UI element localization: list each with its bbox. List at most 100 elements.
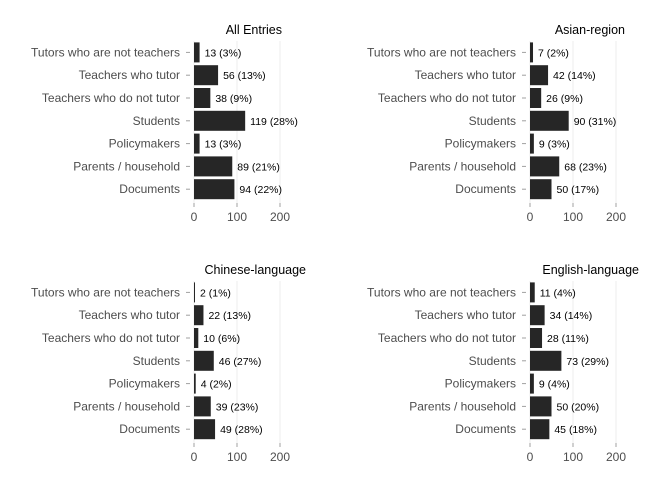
category-label: Teachers who tutor: [415, 308, 516, 322]
data-label: 26 (9%): [546, 93, 583, 105]
data-label: 46 (27%): [219, 356, 262, 368]
bar: [194, 42, 200, 63]
category-label: Teachers who tutor: [415, 68, 516, 82]
category-label: Parents / household: [73, 399, 180, 413]
category-label: Tutors who are not teachers: [367, 45, 516, 59]
bar: [530, 65, 549, 86]
data-label: 11 (4%): [540, 287, 576, 299]
category-label: Students: [469, 114, 516, 128]
bar: [530, 305, 545, 326]
panel-2: Chinese-language Tutors who are not teach…: [31, 263, 306, 464]
data-label: 50 (20%): [557, 401, 600, 413]
category-label: Policymakers: [109, 137, 180, 151]
data-label: 38 (9%): [215, 93, 252, 105]
data-label: 2 (1%): [200, 287, 231, 299]
bar: [194, 88, 211, 108]
data-label: 119 (28%): [250, 116, 298, 128]
data-label: 9 (4%): [539, 379, 570, 391]
x-tick-label: 200: [270, 450, 290, 464]
category-label: Documents: [119, 422, 180, 436]
data-label: 73 (29%): [566, 356, 609, 368]
bar: [194, 373, 196, 394]
bar: [530, 110, 569, 131]
bar: [530, 133, 534, 154]
x-tick-label: 0: [527, 210, 534, 224]
bar: [530, 419, 550, 440]
data-label: 7 (2%): [538, 47, 569, 59]
data-label: 68 (23%): [564, 161, 607, 173]
category-label: Students: [133, 114, 180, 128]
bar: [194, 350, 214, 371]
category-label: Teachers who do not tutor: [42, 91, 180, 105]
bar: [530, 88, 542, 108]
x-tick-label: 0: [191, 450, 198, 464]
category-label: Tutors who are not teachers: [31, 45, 180, 59]
panel-title: Chinese-language: [205, 263, 307, 277]
bar: [194, 328, 199, 348]
bar: [194, 65, 219, 86]
data-label: 9 (3%): [539, 139, 570, 151]
bar: [530, 396, 552, 417]
x-tick-label: 200: [606, 450, 626, 464]
bar: [194, 133, 200, 154]
x-tick-label: 0: [527, 450, 534, 464]
bar: [194, 419, 216, 440]
bar: [530, 42, 534, 63]
x-tick-label: 200: [270, 210, 290, 224]
x-tick-label: 0: [191, 210, 198, 224]
x-tick-label: 100: [563, 450, 583, 464]
bar: [530, 350, 562, 371]
bar: [194, 305, 204, 326]
data-label: 10 (6%): [203, 333, 240, 345]
panel-3: English-language Tutors who are not teach…: [367, 263, 639, 464]
category-label: Parents / household: [73, 159, 180, 173]
category-label: Policymakers: [109, 377, 180, 391]
bar: [530, 373, 534, 394]
panel-title: All Entries: [226, 23, 282, 37]
data-label: 56 (13%): [223, 70, 266, 82]
data-label: 28 (11%): [547, 333, 589, 345]
data-label: 42 (14%): [553, 70, 596, 82]
bar: [194, 110, 246, 131]
panel-0: All Entries Tutors who are not teachers 13…: [31, 23, 298, 224]
category-label: Tutors who are not teachers: [367, 285, 516, 299]
data-label: 22 (13%): [208, 310, 251, 322]
category-label: Students: [469, 354, 516, 368]
data-label: 39 (23%): [216, 401, 259, 413]
bar: [194, 156, 233, 177]
category-label: Parents / household: [409, 159, 516, 173]
category-label: Documents: [119, 182, 180, 196]
bar: [530, 328, 543, 348]
category-label: Parents / household: [409, 399, 516, 413]
category-label: Teachers who do not tutor: [378, 91, 516, 105]
bar: [194, 282, 195, 303]
category-label: Teachers who do not tutor: [42, 331, 180, 345]
panel-title: English-language: [542, 263, 639, 277]
data-label: 34 (14%): [550, 310, 593, 322]
x-tick-label: 100: [227, 210, 247, 224]
data-label: 94 (22%): [239, 184, 282, 196]
bar: [530, 282, 535, 303]
category-label: Students: [133, 354, 180, 368]
data-label: 13 (3%): [205, 47, 242, 59]
x-tick-label: 100: [227, 450, 247, 464]
bar: [194, 179, 235, 200]
category-label: Policymakers: [445, 377, 516, 391]
category-label: Teachers who do not tutor: [378, 331, 516, 345]
panel-1: Asian-region Tutors who are not teachers 7…: [367, 23, 626, 224]
bar: [530, 156, 560, 177]
category-label: Teachers who tutor: [79, 308, 180, 322]
x-tick-label: 200: [606, 210, 626, 224]
data-label: 90 (31%): [574, 116, 617, 128]
data-label: 13 (3%): [205, 139, 242, 151]
data-label: 4 (2%): [201, 379, 232, 391]
bar: [530, 179, 552, 200]
category-label: Documents: [455, 422, 516, 436]
category-label: Documents: [455, 182, 516, 196]
data-label: 45 (18%): [554, 424, 597, 436]
panel-title: Asian-region: [555, 23, 625, 37]
data-label: 50 (17%): [557, 184, 600, 196]
category-label: Tutors who are not teachers: [31, 285, 180, 299]
data-label: 89 (21%): [237, 161, 280, 173]
